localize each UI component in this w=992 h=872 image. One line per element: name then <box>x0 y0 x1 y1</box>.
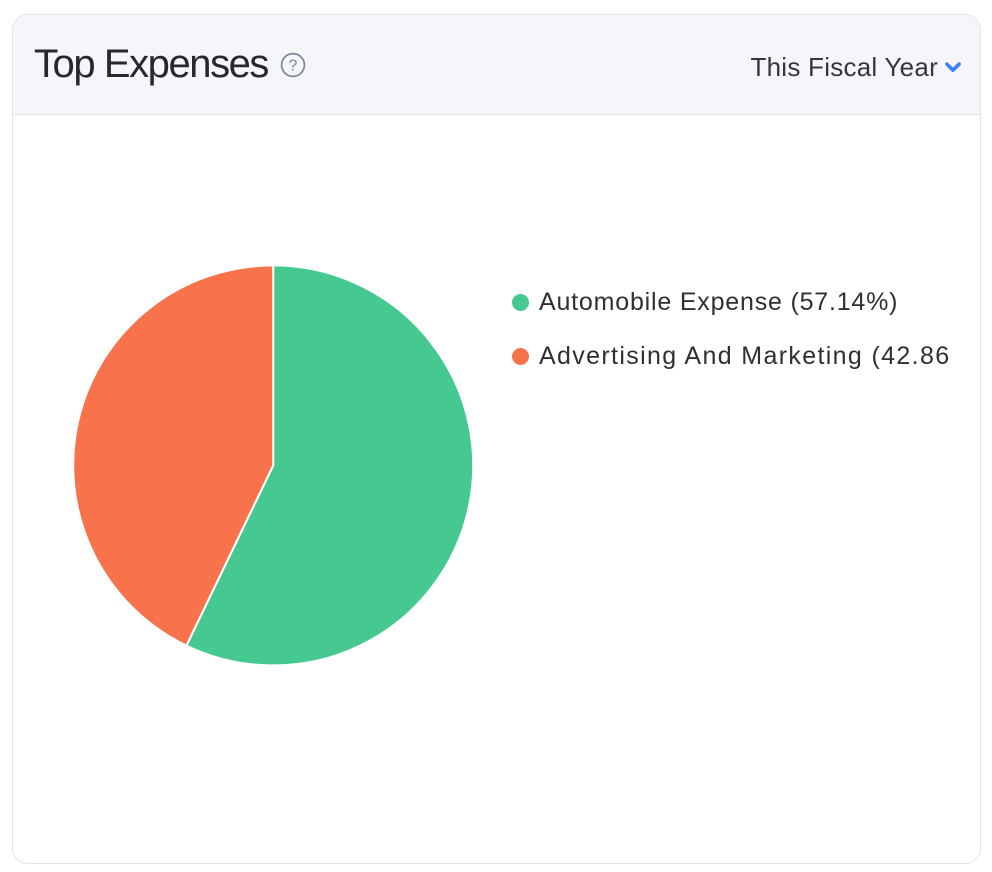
svg-text:?: ? <box>289 57 298 74</box>
